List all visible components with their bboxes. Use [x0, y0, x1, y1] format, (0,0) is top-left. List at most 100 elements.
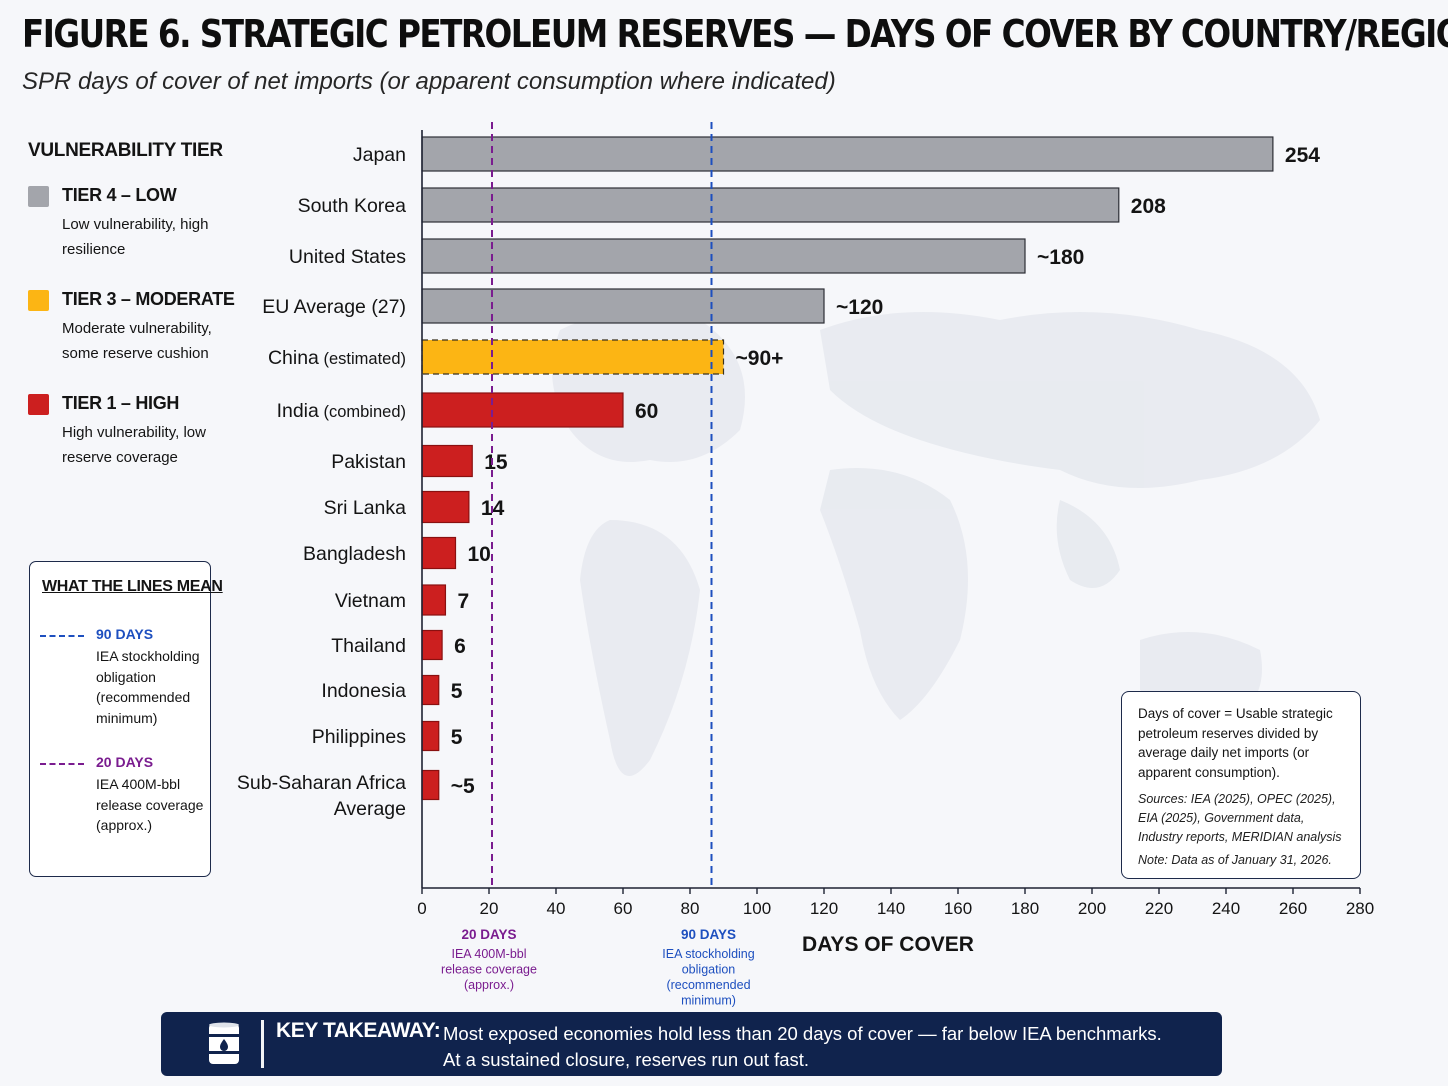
category-name-7: Sri Lanka — [324, 497, 407, 519]
x-tick-label-20: 20 — [480, 899, 499, 918]
reference-label-90: 90 DAYS — [681, 927, 736, 942]
x-tick-label-240: 240 — [1212, 899, 1240, 918]
x-tick-label-200: 200 — [1078, 899, 1106, 918]
value-label-12: 5 — [451, 726, 463, 749]
value-label-0: 254 — [1285, 144, 1320, 167]
tier-high-desc: High vulnerability, low reserve coverage — [62, 424, 206, 466]
x-tick-label-220: 220 — [1145, 899, 1173, 918]
tier-low-desc: Low vulnerability, high resilience — [62, 216, 209, 258]
value-label-6: 15 — [484, 451, 508, 474]
reference-desc-20-1: release coverage — [441, 963, 537, 977]
category-name-10: Thailand — [331, 635, 406, 657]
category-label-4: China (estimated) — [268, 347, 406, 369]
reference-desc-90-2: (recommended — [666, 978, 750, 992]
oil-barrel-icon — [209, 1022, 239, 1064]
value-label-1: 208 — [1131, 195, 1166, 218]
purple-dash-swatch — [40, 763, 84, 765]
legend-heading: VULNERABILITY TIER — [28, 140, 223, 161]
line-90-name: 90 DAYS — [96, 626, 154, 642]
bar-3 — [421, 288, 825, 324]
category-label-12: Philippines — [312, 726, 407, 748]
tier-moderate-swatch — [28, 290, 49, 311]
note-definition: Days of cover = Usable strategic petrole… — [1138, 706, 1333, 780]
bar-8 — [421, 536, 457, 570]
x-tick-label-260: 260 — [1279, 899, 1307, 918]
category-qualifier-5: (combined) — [319, 403, 406, 421]
reference-desc-90-0: IEA stockholding — [662, 947, 754, 961]
bar-9 — [421, 584, 447, 616]
category-name-2: United States — [289, 246, 406, 268]
x-tick-label-180: 180 — [1011, 899, 1039, 918]
bar-2 — [421, 238, 1026, 274]
tier-low-swatch — [28, 186, 49, 207]
legend-tier-low: TIER 4 – LOW Low vulnerability, high res… — [28, 184, 248, 262]
figure-title: FIGURE 6. STRATEGIC PETROLEUM RESERVES —… — [22, 12, 1448, 56]
category-name-6: Pakistan — [331, 451, 406, 473]
category-name-11: Indonesia — [321, 680, 406, 702]
category-labels: Japan South Korea United States EU Average … — [237, 144, 406, 820]
category-label-0: Japan — [353, 144, 406, 166]
note-date: Note: Data as of January 31, 2026. — [1138, 853, 1332, 867]
value-label-4: ~90+ — [736, 347, 784, 370]
bar-0 — [421, 136, 1274, 172]
value-label-11: 5 — [451, 680, 463, 703]
x-axis-title: DAYS OF COVER — [802, 933, 974, 956]
reference-desc-20-2: (approx.) — [464, 978, 514, 992]
takeaway-label: KEY TAKEAWAY: — [276, 1019, 441, 1042]
category-qualifier-4: (estimated) — [319, 350, 406, 368]
takeaway-line-2: At a sustained closure, reserves run out… — [443, 1049, 810, 1070]
definition-note-box: Days of cover = Usable strategic petrole… — [1121, 691, 1361, 879]
key-takeaway-banner: KEY TAKEAWAY: Most exposed economies hol… — [161, 1012, 1222, 1076]
lines-legend-heading: WHAT THE LINES MEAN — [42, 578, 223, 595]
category-label-11: Indonesia — [321, 680, 406, 702]
legend-tier-moderate: TIER 3 – MODERATE Moderate vulnerability… — [28, 288, 248, 366]
x-tick-label-160: 160 — [944, 899, 972, 918]
tier-high-swatch — [28, 394, 49, 415]
category-label-13-line2: Average — [334, 798, 406, 820]
x-tick-label-80: 80 — [681, 899, 700, 918]
lines-legend-box: WHAT THE LINES MEAN 90 DAYS IEA stockhol… — [29, 561, 223, 877]
category-name-5: India — [277, 400, 319, 422]
bar-4 — [421, 339, 725, 375]
bar-13 — [421, 769, 440, 801]
figure-subtitle: SPR days of cover of net imports (or app… — [22, 68, 836, 95]
category-name-1: South Korea — [298, 195, 407, 217]
category-name-3: EU Average (27) — [262, 296, 406, 318]
reference-desc-20-0: IEA 400M-bbl — [451, 947, 526, 961]
category-label-9: Vietnam — [335, 590, 406, 612]
x-tick-label-100: 100 — [743, 899, 771, 918]
takeaway-divider — [261, 1020, 264, 1068]
x-tick-label-60: 60 — [614, 899, 633, 918]
value-label-8: 10 — [468, 543, 491, 566]
value-label-10: 6 — [454, 635, 466, 658]
category-label-13: Sub-Saharan Africa — [237, 772, 406, 794]
bar-11 — [421, 674, 440, 706]
takeaway-line-1: Most exposed economies hold less than 20… — [443, 1023, 1162, 1044]
value-label-5: 60 — [635, 400, 658, 423]
x-tick-label-40: 40 — [547, 899, 566, 918]
x-tick-label-120: 120 — [810, 899, 838, 918]
category-label-2: United States — [289, 246, 406, 268]
x-tick-label-0: 0 — [417, 899, 426, 918]
legend-tier-high: TIER 1 – HIGH High vulnerability, low re… — [28, 392, 248, 470]
tier-high-name: TIER 1 – HIGH — [62, 393, 180, 413]
category-label-3: EU Average (27) — [262, 296, 406, 318]
category-label-1: South Korea — [298, 195, 407, 217]
x-tick-label-140: 140 — [877, 899, 905, 918]
category-label-5: India (combined) — [277, 400, 406, 422]
reference-desc-90-3: minimum) — [681, 994, 736, 1008]
category-name-9: Vietnam — [335, 590, 406, 612]
bar-5 — [421, 392, 624, 428]
note-sources: Sources: IEA (2025), OPEC (2025), EIA (2… — [1138, 792, 1342, 844]
value-label-3: ~120 — [836, 296, 883, 319]
category-label-7: Sri Lanka — [324, 497, 407, 519]
tier-legend: VULNERABILITY TIER TIER 4 – LOW Low vuln… — [28, 140, 248, 496]
bar-1 — [421, 187, 1120, 223]
reference-label-20: 20 DAYS — [461, 927, 516, 942]
category-name-12: Philippines — [312, 726, 407, 748]
x-tick-label-280: 280 — [1346, 899, 1374, 918]
line-20-name: 20 DAYS — [96, 754, 154, 770]
x-axis: 0 20 40 60 80 100 120 140 160 180 200 220 240 260 280 — [417, 130, 1374, 918]
bar-12 — [421, 720, 440, 752]
